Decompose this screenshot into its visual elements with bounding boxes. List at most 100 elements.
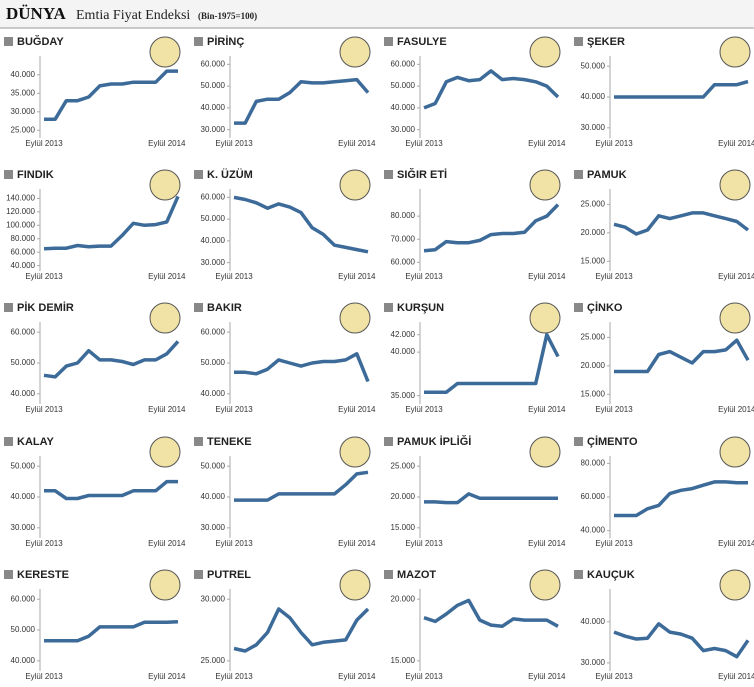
panel-title: KERESTE (17, 569, 69, 581)
price-line (614, 79, 749, 99)
x-tick-label: Eylül 2013 (595, 405, 633, 414)
x-tick-label: Eylül 2013 (215, 139, 253, 148)
price-line (234, 77, 370, 125)
panel-title: PAMUK (587, 169, 627, 181)
price-line (424, 492, 558, 505)
y-tick-label: 50.000 (201, 358, 226, 367)
x-tick-label: Eylül 2014 (528, 272, 566, 281)
panel-title: BAKIR (207, 302, 242, 314)
x-tick-label: Eylül 2014 (338, 672, 376, 681)
x-tick-label: Eylül 2013 (405, 139, 443, 148)
x-tick-label: Eylül 2014 (148, 672, 186, 681)
title-marker (194, 437, 203, 446)
y-tick-label: 40.000 (11, 389, 36, 398)
x-tick-label: Eylül 2013 (215, 672, 253, 681)
y-tick-label: 35.000 (11, 88, 36, 97)
title-marker (574, 570, 583, 579)
x-tick-label: Eylül 2013 (25, 539, 63, 548)
title-marker (574, 170, 583, 179)
title-marker (384, 437, 393, 446)
x-tick-label: Eylül 2014 (528, 672, 566, 681)
header-bar (0, 0, 754, 28)
y-tick-label: 70.000 (391, 234, 416, 243)
icon (339, 436, 371, 468)
x-tick-label: Eylül 2014 (718, 405, 754, 414)
y-tick-label: 120.000 (6, 207, 35, 216)
price-line (423, 203, 560, 253)
price-line (424, 332, 560, 394)
panel-title: PAMUK İPLİĞİ (397, 435, 471, 448)
x-tick-label: Eylül 2013 (25, 405, 63, 414)
icon (149, 436, 181, 468)
y-tick-label: 40.000 (201, 236, 226, 245)
x-tick-label: Eylül 2013 (25, 672, 63, 681)
y-tick-label: 30.000 (201, 125, 226, 134)
y-tick-label: 60.000 (201, 327, 226, 336)
icon (719, 302, 751, 334)
y-tick-label: 50.000 (11, 358, 36, 367)
title-marker (4, 303, 13, 312)
panel-title: ÇİNKO (587, 301, 623, 314)
x-tick-label: Eylül 2014 (338, 272, 376, 281)
title-marker (194, 570, 203, 579)
icon (529, 302, 561, 334)
x-tick-label: Eylül 2013 (405, 405, 443, 414)
y-tick-label: 30.000 (201, 258, 226, 267)
title-marker (4, 437, 13, 446)
y-tick-label: 60.000 (11, 247, 36, 256)
y-tick-label: 80.000 (11, 234, 36, 243)
y-tick-label: 50.000 (201, 81, 226, 90)
x-tick-label: Eylül 2014 (718, 672, 754, 681)
y-tick-label: 30.000 (11, 107, 36, 116)
title-marker (574, 37, 583, 46)
x-tick-label: Eylül 2013 (595, 139, 633, 148)
y-tick-label: 50.000 (391, 81, 416, 90)
y-tick-label: 60.000 (581, 492, 606, 501)
y-tick-label: 40.000 (11, 492, 36, 501)
y-tick-label: 60.000 (11, 594, 36, 603)
y-tick-label: 80.000 (391, 211, 416, 220)
icon (719, 169, 751, 201)
y-tick-label: 40.000 (11, 261, 36, 270)
price-line (43, 195, 180, 251)
x-tick-label: Eylül 2013 (215, 272, 253, 281)
title-marker (194, 303, 203, 312)
y-tick-label: 15.000 (391, 523, 416, 532)
y-tick-label: 60.000 (201, 59, 226, 68)
x-tick-label: Eylül 2014 (718, 272, 754, 281)
y-tick-label: 50.000 (11, 461, 36, 470)
icon (339, 569, 371, 601)
y-tick-label: 60.000 (11, 327, 36, 336)
icon (339, 169, 371, 201)
price-line (423, 598, 559, 629)
y-tick-label: 30.000 (581, 658, 606, 667)
y-tick-label: 50.000 (201, 461, 226, 470)
price-line (234, 352, 370, 383)
y-tick-label: 60.000 (391, 257, 416, 266)
y-tick-label: 40.000 (581, 617, 606, 626)
panel-title: PİK DEMİR (17, 301, 74, 314)
title-marker (384, 170, 393, 179)
price-line (614, 480, 748, 518)
title-marker (4, 170, 13, 179)
x-tick-label: Eylül 2014 (338, 139, 376, 148)
x-tick-label: Eylül 2014 (148, 405, 186, 414)
panel-title: ÇİMENTO (587, 435, 638, 448)
panel-title: FASULYE (397, 36, 447, 48)
brand: DÜNYA (6, 4, 67, 23)
icon (529, 436, 561, 468)
x-tick-label: Eylül 2014 (528, 539, 566, 548)
y-tick-label: 20.000 (581, 228, 606, 237)
y-tick-label: 40.000 (201, 103, 226, 112)
title-marker (194, 170, 203, 179)
x-tick-label: Eylül 2014 (528, 139, 566, 148)
title-marker (384, 570, 393, 579)
icon (529, 169, 561, 201)
x-tick-label: Eylül 2014 (338, 539, 376, 548)
y-tick-label: 20.000 (581, 361, 606, 370)
y-tick-label: 50.000 (201, 214, 226, 223)
y-tick-label: 60.000 (391, 59, 416, 68)
y-tick-label: 15.000 (391, 656, 416, 665)
price-line (233, 607, 370, 653)
